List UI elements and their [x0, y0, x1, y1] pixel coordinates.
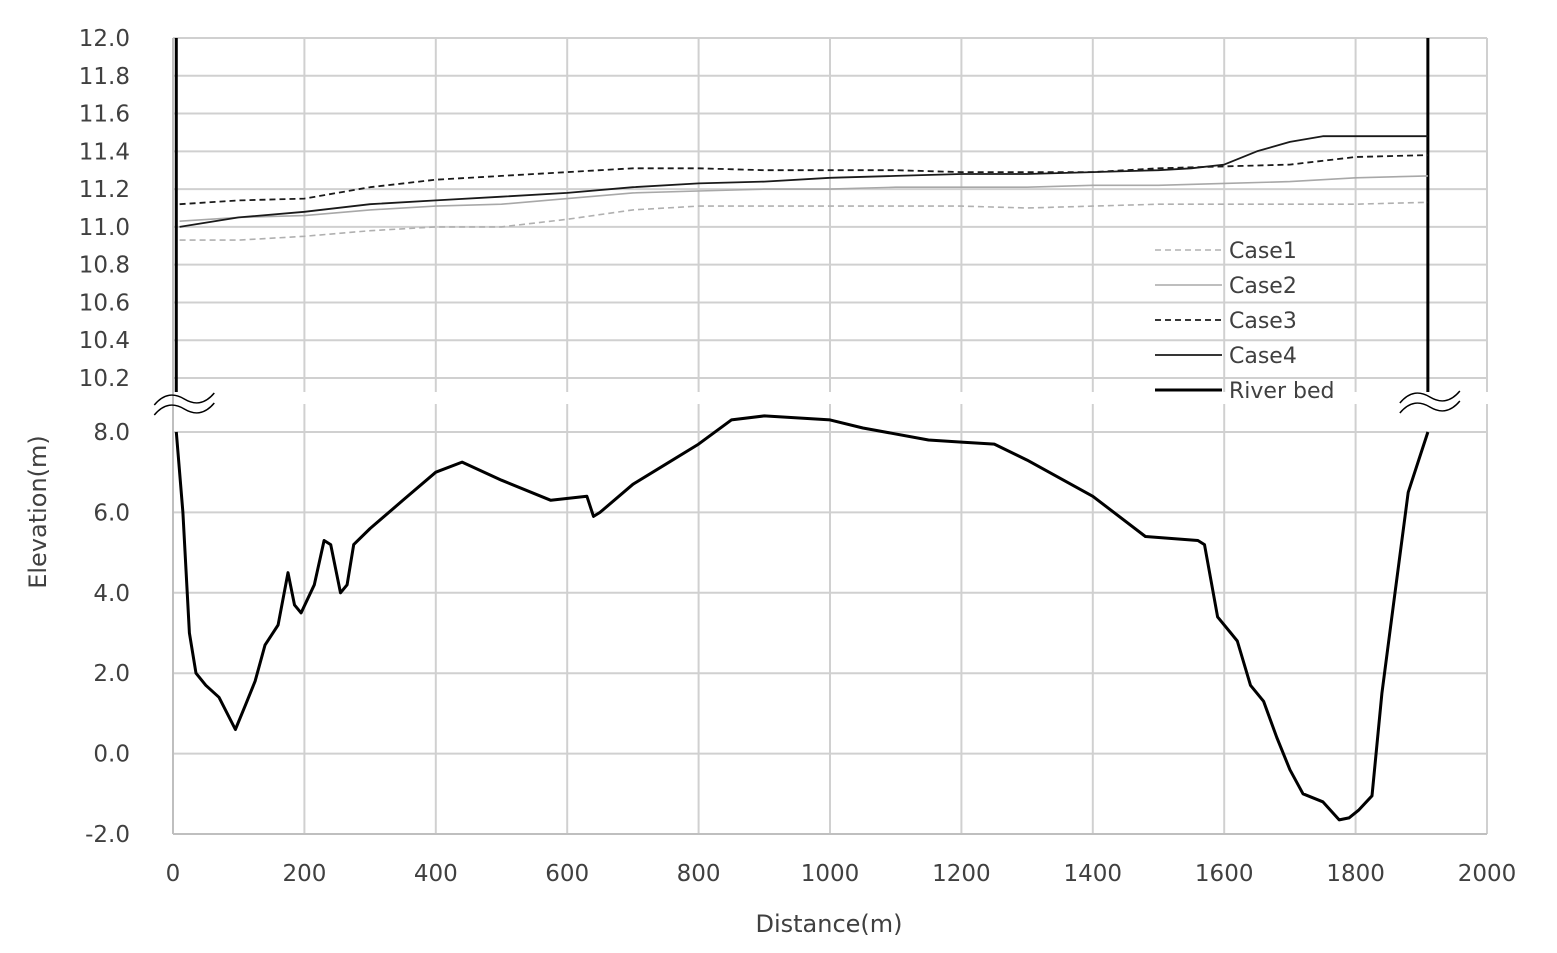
series-layer [174, 135, 1430, 822]
bank-walls [174, 38, 1430, 392]
legend-label: River bed [1229, 379, 1334, 404]
x-tick-label: 200 [282, 861, 326, 887]
x-tick-label: 1200 [932, 861, 991, 887]
x-axis-title: Distance(m) [755, 910, 902, 938]
axis-layer: 0 200 400 600 800 1000 1200 1400 1600 1800 2000 12.… [79, 26, 1516, 887]
break-wave-lower [153, 402, 215, 416]
y-tick-label-upper: 11.2 [79, 177, 130, 203]
x-tick-label: 600 [545, 861, 589, 887]
x-tick-label: 400 [414, 861, 458, 887]
y-tick-label-lower: 2.0 [93, 661, 130, 687]
y-tick-label-upper: 10.2 [79, 366, 130, 392]
x-tick-label: 2000 [1458, 861, 1517, 887]
break-wave-lower [1399, 400, 1461, 414]
x-tick-label: 1800 [1326, 861, 1385, 887]
legend-label: Case3 [1229, 309, 1297, 334]
legend-label: Case1 [1229, 239, 1297, 264]
y-tick-label-upper: 10.4 [79, 328, 130, 354]
grid-layer [153, 37, 1507, 835]
y-tick-label-lower: 8.0 [93, 420, 130, 446]
legend-label: Case4 [1229, 344, 1297, 369]
y-tick-label-lower: 0.0 [93, 742, 130, 768]
x-tick-label: 1000 [801, 861, 860, 887]
series-line-case1 [179, 201, 1428, 241]
break-wave-upper [153, 392, 215, 406]
series-line-river-bed [174, 414, 1430, 822]
y-tick-label-upper: 11.4 [79, 139, 130, 165]
break-squiggle [153, 392, 215, 416]
x-tick-label: 1600 [1195, 861, 1254, 887]
y-tick-label-lower: 4.0 [93, 581, 130, 607]
y-tick-label-lower: 6.0 [93, 500, 130, 526]
legend-label: Case2 [1229, 274, 1297, 299]
y-axis-title: Elevation(m) [24, 435, 52, 589]
break-squiggle [1399, 390, 1461, 414]
axis-break-marks [153, 390, 1461, 416]
x-tick-label: 1400 [1064, 861, 1123, 887]
y-tick-label-upper: 10.6 [79, 290, 130, 316]
y-tick-label-upper: 11.6 [79, 102, 130, 128]
y-tick-label-upper: 11.0 [79, 215, 130, 241]
y-tick-label-upper: 12.0 [79, 26, 130, 52]
legend: Case1 Case2 Case3 Case4 River bed [1155, 239, 1334, 404]
break-wave-upper [1399, 390, 1461, 404]
x-tick-label: 800 [677, 861, 721, 887]
y-tick-label-upper: 11.8 [79, 64, 130, 90]
y-tick-label-upper: 10.8 [79, 253, 130, 279]
y-tick-label-lower: -2.0 [85, 822, 130, 848]
series-line-case4 [179, 135, 1428, 228]
x-tick-label: 0 [166, 861, 181, 887]
series-line-case2 [179, 175, 1428, 222]
axis-break-gap [153, 392, 1507, 404]
